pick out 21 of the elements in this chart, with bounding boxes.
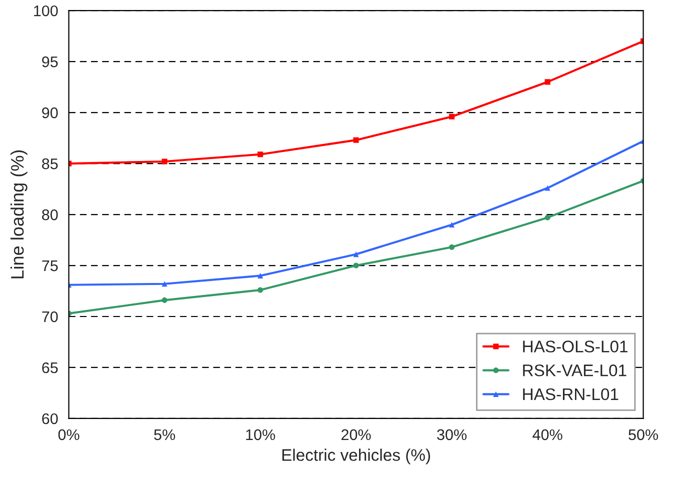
y-axis-title: Line loading (%) (10, 150, 28, 278)
y-tick-label: 70 (42, 311, 58, 322)
x-tick-label: 50% (628, 429, 658, 440)
y-tick-label: 100 (34, 5, 58, 16)
x-tick-label: 20% (342, 429, 371, 440)
x-axis-title: Electric vehicles (%) (282, 448, 430, 464)
x-tick-label: 30% (437, 429, 467, 440)
legend-label: HAS-RN-L01 (523, 388, 618, 400)
legend-label: HAS-OLS-L01 (523, 340, 628, 352)
x-tick-label: 40% (532, 429, 562, 440)
x-tick-label: 5% (154, 429, 176, 440)
y-tick-label: 60 (42, 413, 58, 424)
x-tick-label: 0% (58, 429, 80, 440)
y-tick-label: 90 (42, 107, 58, 118)
y-tick-label: 65 (42, 362, 58, 374)
legend-label: RSK-VAE-L01 (523, 364, 626, 376)
y-tick-label: 75 (42, 260, 58, 272)
y-tick-label: 80 (42, 209, 58, 220)
x-tick-label: 10% (246, 429, 276, 440)
y-tick-label: 85 (42, 158, 58, 170)
y-tick-label: 95 (42, 56, 58, 68)
